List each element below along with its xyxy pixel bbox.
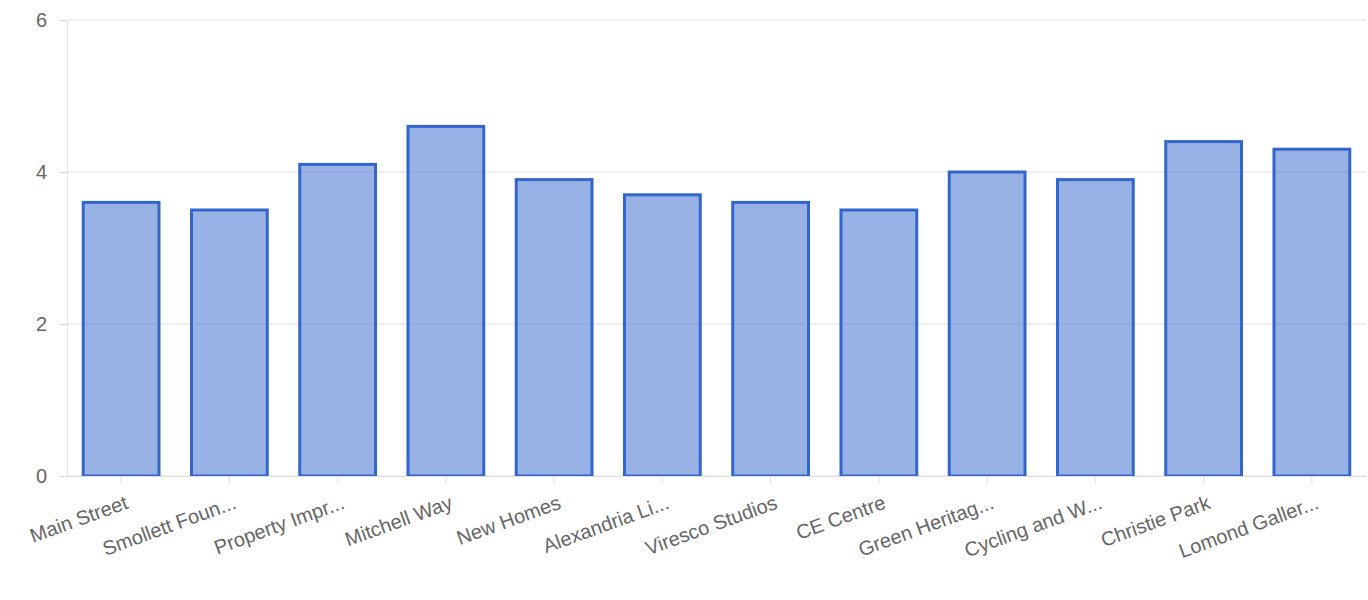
x-tick-label: Viresco Studios xyxy=(642,491,780,559)
y-tick-label: 4 xyxy=(36,161,47,183)
x-axis: Main StreetSmollett Foun...Property Impr… xyxy=(27,476,1367,562)
bar xyxy=(1274,149,1350,476)
x-axis-line xyxy=(68,476,1367,477)
bar xyxy=(1166,142,1242,476)
y-tick: 6 xyxy=(36,9,67,31)
x-tick: Cycling and W... xyxy=(961,476,1104,561)
plot: 0 2 4 6 Main StreetSmollett Foun...Property … xyxy=(27,9,1367,562)
x-tick-mark xyxy=(770,476,771,484)
x-tick: Lomond Galler... xyxy=(1176,476,1321,562)
bar xyxy=(516,180,592,476)
y-axis-line xyxy=(67,21,68,477)
y-tick-mark xyxy=(59,172,67,173)
y-tick-mark xyxy=(59,20,67,21)
bar xyxy=(300,164,376,476)
x-tick-label: Mitchell Way xyxy=(342,491,455,550)
x-tick-mark xyxy=(1095,476,1096,484)
y-tick-label: 6 xyxy=(36,9,47,31)
x-tick-mark xyxy=(987,476,988,484)
x-tick-mark xyxy=(878,476,879,484)
x-tick-mark xyxy=(229,476,230,484)
bar xyxy=(841,210,917,476)
bar xyxy=(1057,180,1133,476)
bar xyxy=(83,202,159,476)
y-tick: 0 xyxy=(36,465,67,487)
x-tick-mark xyxy=(1311,476,1312,484)
x-tick: Mitchell Way xyxy=(342,476,455,550)
chart: 0 2 4 6 Main StreetSmollett Foun...Property … xyxy=(0,0,1368,600)
bar xyxy=(191,210,267,476)
grid xyxy=(67,20,1366,476)
y-axis: 0 2 4 6 xyxy=(36,9,68,487)
y-tick-mark xyxy=(59,476,67,477)
x-tick: Viresco Studios xyxy=(642,476,780,559)
y-tick-mark xyxy=(59,324,67,325)
y-tick: 2 xyxy=(36,313,67,335)
bars xyxy=(83,126,1350,476)
bar xyxy=(624,195,700,476)
bar xyxy=(408,126,484,476)
x-tick-mark xyxy=(121,476,122,484)
x-tick-mark xyxy=(337,476,338,484)
x-tick-label: Cycling and W... xyxy=(961,491,1104,561)
x-tick: Property Impr... xyxy=(211,476,347,559)
bar xyxy=(733,202,809,476)
x-tick-mark xyxy=(445,476,446,484)
x-tick-label: Lomond Galler... xyxy=(1176,491,1321,562)
y-tick-label: 2 xyxy=(36,313,47,335)
y-tick: 4 xyxy=(36,161,67,183)
bar xyxy=(949,172,1025,476)
x-tick-label: Property Impr... xyxy=(211,491,347,558)
y-tick-label: 0 xyxy=(36,465,47,487)
x-tick-mark xyxy=(662,476,663,484)
x-tick-mark xyxy=(554,476,555,484)
x-tick-mark xyxy=(1203,476,1204,484)
grid-line xyxy=(67,20,1366,21)
